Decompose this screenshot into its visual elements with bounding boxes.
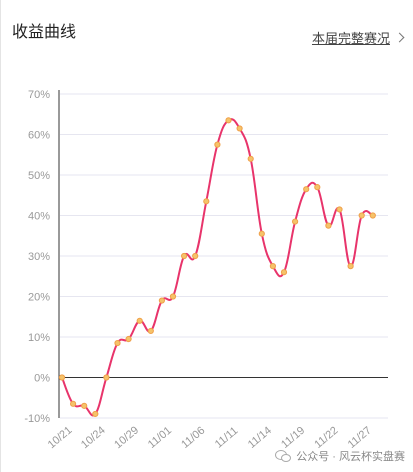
x-tick-label: 11/01 — [146, 425, 174, 451]
y-axis-ticks: -10% 0% 10% 20% 30% 40% 50% 60% 70% — [24, 89, 50, 425]
data-point — [280, 269, 288, 276]
x-tick-label: 10/24 — [79, 424, 108, 451]
data-point — [236, 125, 243, 132]
y-tick-label: 60% — [28, 130, 50, 142]
chart-header: 收益曲线 本届完整赛况 — [12, 14, 405, 47]
data-point — [325, 222, 332, 229]
data-point — [58, 374, 66, 381]
axes — [58, 90, 388, 418]
data-point — [203, 198, 210, 205]
x-tick-label: 11/27 — [346, 425, 374, 451]
y-tick-label: 20% — [28, 292, 50, 304]
page-title: 收益曲线 — [12, 24, 77, 41]
data-point — [169, 293, 177, 300]
data-point — [258, 230, 265, 237]
data-point — [114, 339, 121, 347]
full-report-link[interactable]: 本届完整赛况 — [311, 28, 405, 47]
data-point — [192, 252, 199, 260]
data-point — [214, 141, 221, 148]
x-tick-label: 11/22 — [312, 425, 340, 451]
data-point — [147, 327, 154, 335]
data-point — [158, 297, 165, 304]
data-point — [81, 402, 88, 409]
data-point — [369, 212, 376, 219]
y-tick-label: 0% — [34, 373, 50, 385]
data-point — [92, 410, 99, 418]
left-border — [0, 0, 1, 472]
data-point — [181, 252, 188, 260]
y-tick-label: 50% — [28, 170, 50, 182]
y-tick-label: 30% — [28, 251, 50, 263]
data-point — [336, 206, 343, 213]
x-tick-label: 11/11 — [213, 425, 241, 451]
x-tick-label: 10/29 — [112, 424, 141, 451]
data-point — [125, 335, 132, 343]
full-report-link-label: 本届完整赛况 — [311, 31, 390, 46]
data-point — [247, 155, 254, 162]
y-tick-label: 10% — [28, 332, 50, 344]
data-point — [292, 218, 299, 225]
wechat-icon — [275, 450, 292, 462]
data-point — [103, 374, 110, 381]
data-point — [269, 263, 276, 270]
data-point — [136, 317, 143, 324]
data-point — [347, 263, 354, 270]
series-line — [61, 118, 374, 417]
data-point — [314, 184, 321, 191]
y-tick-label: 70% — [28, 89, 50, 101]
x-tick-label: 11/19 — [279, 425, 307, 451]
y-tick-label: -10% — [24, 413, 50, 425]
data-point — [303, 186, 310, 193]
y-tick-label: 40% — [28, 211, 50, 223]
x-tick-label: 10/21 — [46, 424, 75, 451]
x-tick-label: 11/14 — [246, 425, 274, 451]
watermark: 公众号 · 风云杯实盘赛 — [275, 448, 405, 464]
data-point — [70, 400, 77, 407]
data-point — [358, 212, 365, 219]
data-points — [58, 117, 376, 418]
watermark-text: 公众号 · 风云杯实盘赛 — [296, 451, 405, 463]
data-point — [225, 117, 232, 124]
x-tick-label: 11/06 — [179, 425, 207, 451]
